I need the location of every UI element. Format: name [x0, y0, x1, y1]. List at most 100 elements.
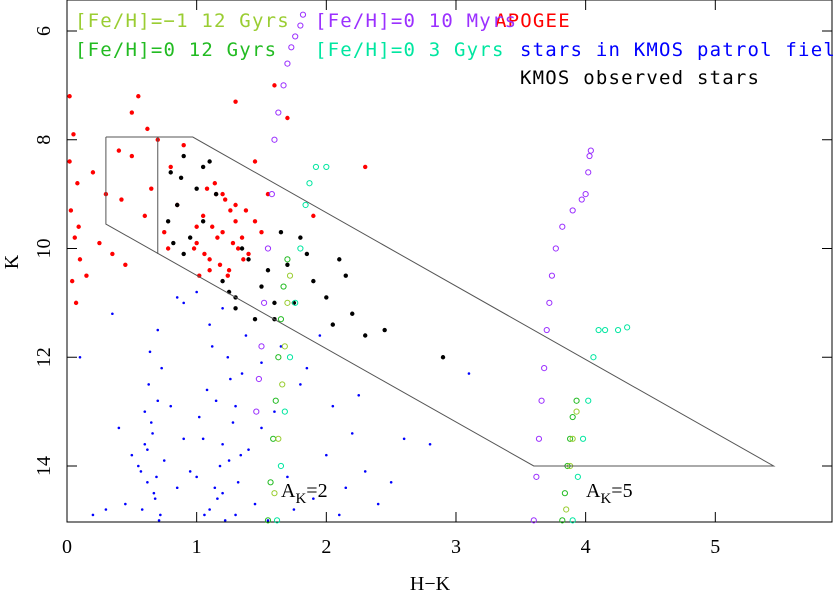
point: [546, 299, 553, 306]
point: [530, 517, 537, 524]
point: [159, 513, 162, 517]
point: [280, 283, 287, 290]
point: [363, 333, 368, 338]
point: [175, 202, 180, 208]
point: [191, 246, 197, 251]
x-tick-label: 4: [581, 536, 591, 558]
point: [104, 508, 108, 511]
point: [216, 497, 219, 500]
series: [78, 290, 471, 522]
point: [535, 435, 543, 442]
point: [157, 519, 161, 522]
point: [194, 240, 199, 246]
point: [271, 490, 278, 497]
point: [363, 470, 367, 473]
point: [181, 251, 186, 257]
marks: [67, 11, 631, 524]
x-tick-label: 1: [192, 536, 202, 558]
point: [230, 240, 236, 246]
point: [311, 213, 316, 219]
point: [569, 517, 576, 524]
point: [323, 163, 330, 171]
point: [330, 322, 336, 327]
point: [252, 159, 258, 164]
point: [214, 399, 218, 403]
point: [286, 475, 289, 479]
point: [123, 262, 128, 268]
point: [194, 186, 199, 191]
point: [324, 295, 329, 300]
point: [281, 343, 288, 350]
point: [147, 383, 150, 386]
legend-entry: APOGEE: [495, 10, 571, 32]
legend-entry: stars in KMOS patrol fields: [520, 39, 834, 61]
point: [247, 448, 250, 451]
point: [156, 399, 160, 403]
point: [208, 508, 211, 511]
point: [181, 142, 186, 148]
series: [264, 256, 580, 524]
point: [246, 251, 251, 257]
point: [181, 153, 186, 159]
point: [298, 235, 303, 240]
point: [253, 502, 257, 506]
point: [306, 180, 313, 187]
point: [175, 296, 179, 299]
point: [169, 404, 173, 408]
point: [226, 355, 230, 359]
point: [201, 437, 205, 441]
point: [273, 517, 281, 524]
point: [213, 486, 217, 490]
point: [235, 246, 241, 251]
point: [233, 219, 238, 224]
point: [260, 299, 268, 306]
point: [559, 223, 566, 230]
point: [541, 365, 548, 372]
point: [246, 257, 251, 262]
series: [67, 83, 368, 306]
point: [273, 410, 276, 413]
point: [586, 152, 593, 160]
point: [258, 343, 265, 350]
point: [129, 153, 135, 159]
point: [84, 273, 89, 278]
point: [357, 394, 361, 397]
x-tick-label: 0: [62, 536, 72, 558]
point: [149, 421, 153, 424]
point: [331, 404, 335, 408]
point: [139, 470, 143, 473]
point: [203, 513, 206, 517]
point: [312, 497, 315, 500]
point: [389, 481, 393, 484]
point: [200, 213, 206, 219]
point: [111, 312, 114, 316]
point: [182, 437, 185, 441]
point: [595, 326, 602, 334]
point: [202, 251, 207, 257]
point: [363, 164, 368, 170]
point: [533, 473, 540, 480]
point: [215, 235, 220, 240]
point: [142, 213, 147, 219]
point: [220, 191, 225, 197]
point: [260, 426, 263, 430]
point: [440, 355, 446, 360]
point: [561, 490, 568, 497]
point: [143, 410, 147, 413]
point: [275, 354, 282, 361]
legend-entry: [Fe/H]=0 12 Gyrs: [75, 39, 277, 61]
point: [297, 22, 304, 29]
point: [284, 60, 291, 67]
point: [187, 235, 193, 240]
point: [213, 191, 219, 197]
point: [155, 475, 158, 479]
point: [318, 334, 322, 337]
point: [218, 464, 222, 468]
point: [207, 159, 212, 164]
point: [76, 224, 81, 229]
point: [382, 327, 387, 333]
point: [601, 326, 609, 334]
point: [288, 44, 295, 51]
point: [188, 470, 192, 473]
